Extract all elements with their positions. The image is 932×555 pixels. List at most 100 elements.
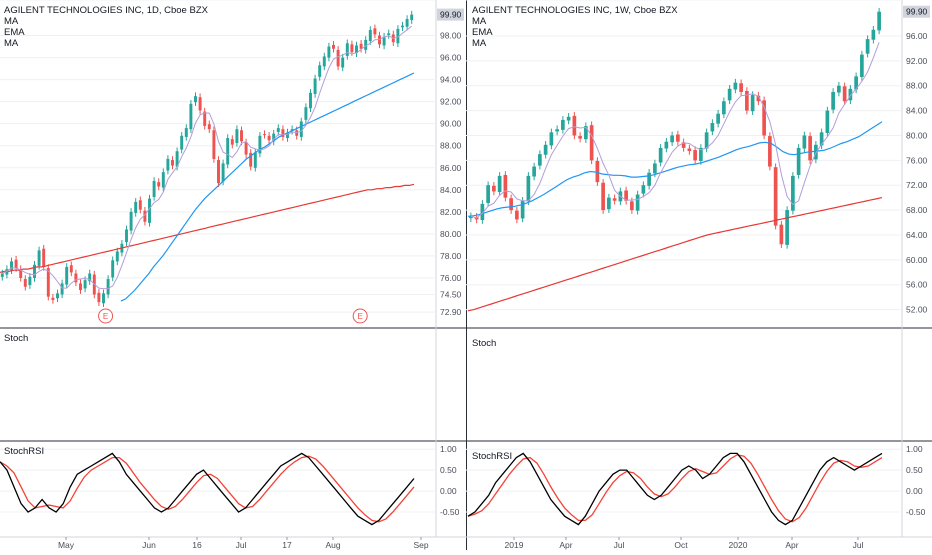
right-candle-body — [520, 200, 525, 219]
right-price-tick-label: 60.00 — [906, 255, 928, 265]
right-stoch-tick-label: 20.00 — [906, 0, 928, 2]
left-stoch-label[interactable]: Stoch — [4, 333, 29, 344]
left-chart-svg[interactable]: 98.00 96.00 94.00 92.00 90.00 88.00 86.00 84.00… — [0, 0, 466, 550]
right-stoch-label[interactable]: Stoch — [472, 338, 497, 349]
right-price-tick-label: 92.00 — [906, 56, 928, 66]
right-last-price-badge — [903, 5, 930, 18]
right-time-label: Jul — [614, 540, 625, 550]
left-candle-body — [272, 133, 276, 142]
left-candle-body — [299, 121, 303, 137]
left-time-label: Aug — [325, 540, 340, 550]
left-last-price-badge — [437, 8, 464, 21]
right-candle-body — [624, 190, 628, 201]
left-time-label: May — [58, 540, 75, 550]
left-candle-body — [74, 273, 78, 283]
left-candle-body — [318, 65, 322, 77]
left-candle-body — [69, 265, 73, 273]
left-candle-body — [37, 250, 41, 266]
right-stochrsi-label[interactable]: StochRSI — [472, 451, 513, 462]
left-candle-body — [350, 44, 354, 53]
left-candle-body — [194, 96, 197, 103]
left-stoch-tick-label: 60.00 — [440, 0, 462, 2]
left-stoch-tick-label: 40.00 — [440, 0, 462, 2]
right-candle-body — [653, 163, 657, 174]
left-price-tick-label: 96.00 — [440, 53, 462, 63]
right-candle-body — [704, 132, 709, 149]
right-price-tick-label: 52.00 — [906, 305, 928, 315]
right-candle-body — [647, 172, 651, 186]
right-candle-body — [733, 82, 738, 90]
right-candle-body — [480, 203, 485, 221]
right-candle-body — [808, 136, 812, 161]
left-candle-body — [203, 111, 207, 126]
left-candle-body — [244, 142, 248, 155]
left-candle-body — [258, 135, 262, 154]
left-candle-body — [410, 14, 414, 21]
pane-divider[interactable] — [466, 0, 467, 550]
left-candle-body — [148, 198, 151, 223]
left-earnings-marker — [352, 308, 368, 324]
right-candle-body — [768, 136, 772, 167]
left-stoch-tick-label: 80.00 — [440, 0, 462, 2]
left-candle-body — [212, 130, 216, 159]
left-price-tick-label: 98.00 — [440, 31, 462, 41]
right-candle-body — [676, 134, 680, 142]
right-candle-body — [825, 110, 830, 133]
right-candle-body — [492, 185, 496, 192]
left-price-tick-label: 88.00 — [440, 141, 462, 151]
left-chart-pane[interactable]: 98.00 96.00 94.00 92.00 90.00 88.00 86.00 84.00… — [0, 0, 466, 550]
right-candle-body — [572, 115, 577, 136]
right-candle-body — [796, 147, 801, 175]
left-candle-body — [143, 210, 147, 222]
right-candle-body — [526, 175, 531, 202]
left-candle-body — [405, 19, 409, 27]
left-candle-body — [56, 293, 59, 299]
left-candle-body — [180, 135, 184, 150]
left-last-price-label: 99.90 — [440, 10, 462, 20]
left-price-tick-label: 80.00 — [440, 229, 462, 239]
left-candle-body — [97, 292, 101, 303]
left-candle-body — [263, 134, 266, 136]
left-earnings-marker — [98, 308, 114, 324]
left-stochrsi-k-line — [0, 452, 415, 526]
right-time-label: Jul — [853, 540, 864, 550]
left-stochrsi-label[interactable]: StochRSI — [4, 446, 45, 457]
right-price-tick-label: 80.00 — [906, 130, 928, 140]
right-ma-fast-line — [470, 42, 880, 219]
right-chart-svg[interactable]: 96.00 92.00 88.00 84.00 80.00 76.00 72.00 68.00… — [466, 0, 932, 550]
right-candle-body — [595, 160, 600, 183]
right-candle-body — [699, 147, 703, 161]
left-ma-slow-line — [0, 183, 415, 273]
left-earnings-marker-label: E — [103, 312, 108, 321]
left-time-label: Jun — [142, 540, 156, 550]
right-chart-pane[interactable]: 96.00 92.00 88.00 84.00 80.00 76.00 72.00 68.00… — [466, 0, 932, 550]
right-stoch-tick-label: 80.00 — [906, 0, 928, 2]
right-candle-body — [802, 135, 807, 149]
right-candle-body — [745, 91, 749, 111]
left-candle-body — [336, 49, 340, 67]
left-candle-body — [111, 260, 115, 278]
left-candle-body — [217, 160, 220, 184]
right-price-tick-label: 84.00 — [906, 106, 928, 116]
left-stoch-tick-label: 20.00 — [440, 0, 462, 2]
right-candle-body — [831, 91, 835, 110]
left-candle-body — [198, 97, 202, 111]
right-candle-body — [555, 129, 559, 132]
left-candle-body — [230, 139, 234, 145]
right-stoch-tick-label: 60.00 — [906, 0, 928, 2]
left-candle-body — [221, 163, 225, 182]
left-price-tick-label: 72.90 — [440, 307, 462, 317]
right-stochrsi-tick-label: 0.00 — [906, 486, 923, 496]
right-candle-body — [658, 147, 663, 163]
right-stoch-tick-label: 40.00 — [906, 0, 928, 2]
left-ma-fast-line — [2, 25, 413, 290]
right-candle-body — [566, 116, 571, 121]
right-candle-body — [469, 216, 473, 219]
left-price-tick-label: 76.00 — [440, 273, 462, 283]
right-candle-body — [561, 119, 565, 130]
left-candle-body — [382, 36, 386, 46]
left-candle-body — [102, 293, 105, 304]
right-candle-body — [791, 175, 795, 211]
left-candle-body — [175, 151, 179, 167]
right-candle-body — [630, 201, 634, 211]
